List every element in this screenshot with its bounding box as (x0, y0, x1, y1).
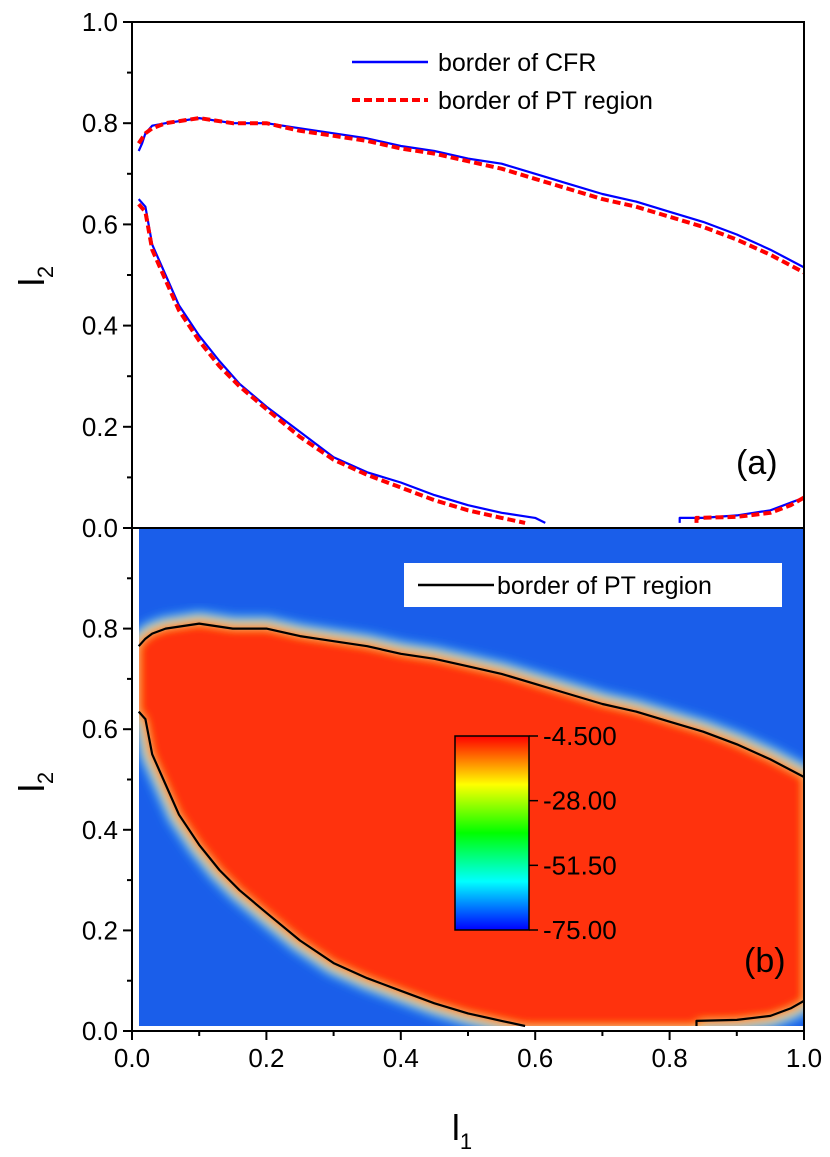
axis-tick-labels: 0.0 0.2 0.4 0.6 0.8 1.0 0.0 0.2 0.4 0.6 0.8 0.0 0.2 0… (82, 7, 822, 1073)
panel-b-ylabel: l2 (11, 772, 58, 792)
curve-segment-pt-b-0 (137, 622, 804, 778)
colorbar: -4.500 -28.00 -51.50 -75.00 (454, 721, 617, 945)
y-tick-label: 0.2 (82, 412, 118, 442)
curve-segment-pt-0 (137, 116, 804, 275)
curve-segment-cfr-1 (137, 198, 546, 524)
panel-a-ylabel: l2 (11, 266, 58, 286)
panel-b-label: (b) (744, 942, 786, 980)
panel-a-legend: border of CFR border of PT region (352, 49, 653, 115)
panel-a-curves (137, 116, 804, 525)
colorbar-bar (454, 735, 530, 931)
legend-label-cfr: border of CFR (438, 49, 596, 77)
y-tick-label: 0.4 (82, 311, 118, 341)
y-tick-label: 0.0 (82, 513, 118, 543)
x-tick-label: 0.2 (248, 1043, 284, 1073)
colorbar-tick-label: -51.50 (543, 850, 617, 880)
panel-a-label: (a) (736, 444, 778, 482)
y-tick-label: 0.0 (82, 1016, 118, 1046)
x-tick-label: 1.0 (786, 1043, 822, 1073)
curve-segment-pt-b-1 (137, 710, 526, 1028)
y-tick-label: 0.6 (82, 714, 118, 744)
curve-segment-pt-b-2 (695, 999, 804, 1026)
x-tick-label: 0.8 (652, 1043, 688, 1073)
y-tick-label: 0.8 (82, 614, 118, 644)
colorbar-tick-label: -4.500 (543, 721, 617, 751)
colorbar-tick-label: -75.00 (543, 915, 617, 945)
legend-label-pt-b: border of PT region (497, 572, 712, 600)
x-tick-label: 0.4 (383, 1043, 419, 1073)
y-tick-label: 0.6 (82, 209, 118, 239)
legend-label-pt: border of PT region (438, 87, 653, 115)
colorbar-ticks: -4.500 -28.00 -51.50 -75.00 (529, 721, 617, 945)
axis-ticks (123, 21, 805, 1040)
x-tick-label: 0.6 (517, 1043, 553, 1073)
y-tick-label: 0.2 (82, 915, 118, 945)
curve-segment-pt-2 (694, 495, 804, 523)
heatmap-edge-strip (132, 528, 139, 1031)
panel-b-curves (137, 622, 804, 1028)
y-tick-label: 0.4 (82, 815, 118, 845)
heatmap-edge-strip (132, 1026, 804, 1031)
panel-b-legend: border of PT region (404, 563, 782, 607)
x-tick-label: 0.0 (114, 1043, 150, 1073)
y-tick-label: 0.8 (82, 108, 118, 138)
curve-segment-cfr-2 (678, 496, 804, 523)
colorbar-tick-label: -28.00 (543, 786, 617, 816)
curve-segment-pt-1 (137, 202, 526, 525)
curve-segment-cfr-0 (137, 116, 804, 269)
y-tick-label: 1.0 (82, 7, 118, 37)
x-axis-label: l1 (452, 1107, 472, 1154)
